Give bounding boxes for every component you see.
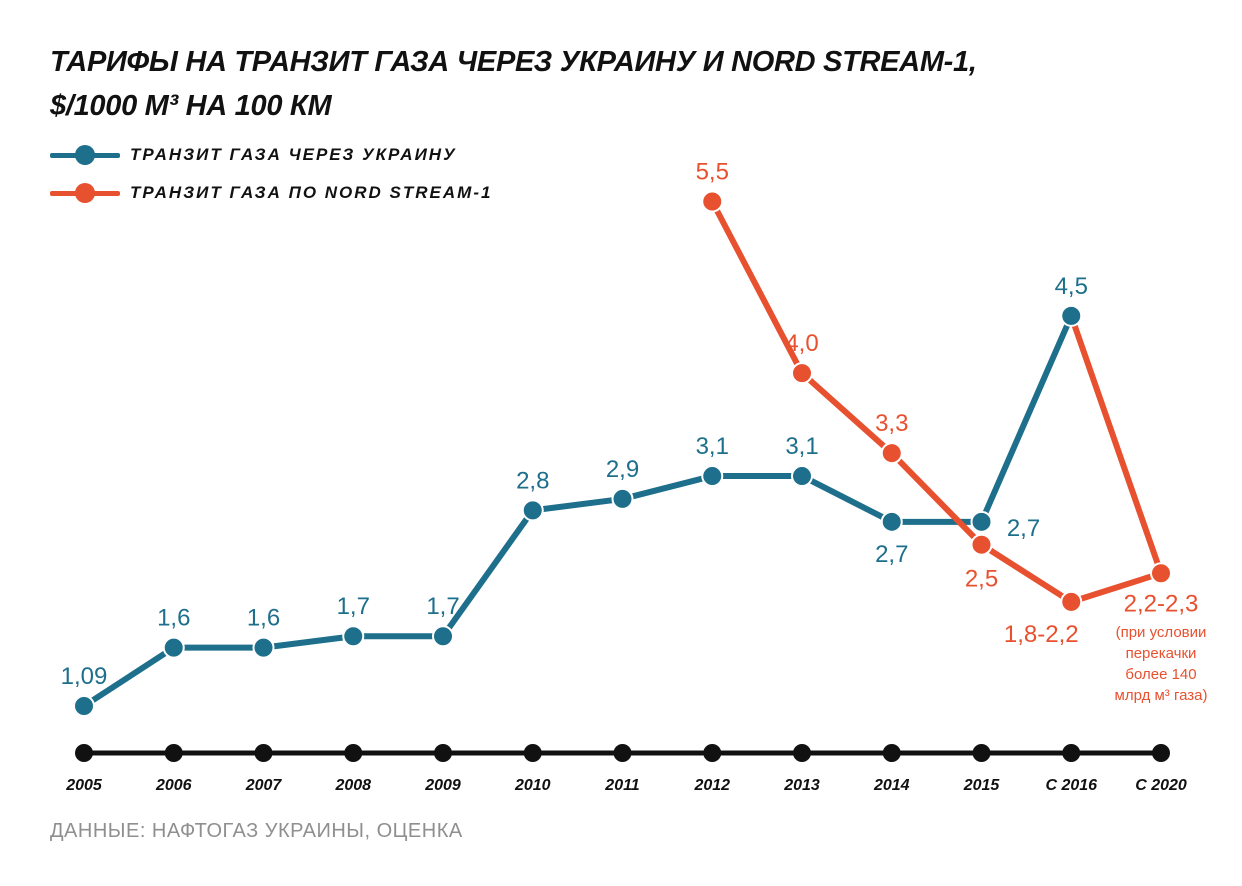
- x-axis-tick-label: 2009: [424, 777, 461, 794]
- chart-title-line-1: ТАРИФЫ НА ТРАНЗИТ ГАЗА ЧЕРЕЗ УКРАИНУ И N…: [50, 46, 977, 78]
- x-axis-tick-dot: [1152, 744, 1170, 762]
- x-axis-tick-dot: [344, 744, 363, 762]
- x-axis-tick-dot: [164, 744, 183, 762]
- data-label-ukraine: 3,1: [785, 433, 818, 460]
- data-label-nord-stream: 3,3: [875, 410, 908, 437]
- data-label-ukraine: 1,09: [61, 663, 108, 690]
- data-point-ukraine: [970, 510, 993, 533]
- annotation-line: млрд м³ газа): [1115, 687, 1208, 704]
- data-point-nord-stream: [791, 362, 813, 385]
- x-axis-tick-dot: [613, 744, 632, 762]
- data-point-ukraine: [1060, 304, 1083, 327]
- data-point-ukraine: [73, 695, 95, 717]
- annotation-line: (при условии: [1116, 624, 1207, 641]
- x-axis-tick-dot: [75, 744, 93, 762]
- x-axis-tick-dot: [1062, 744, 1081, 762]
- data-label-nord-stream: 2,5: [965, 566, 998, 593]
- source-note: ДАННЫЕ: НАФТОГАЗ УКРАИНЫ, ОЦЕНКА: [50, 820, 463, 842]
- x-axis-tick-dot: [523, 744, 542, 762]
- annotation-line: более 140: [1125, 666, 1196, 683]
- legend-swatch-ukraine: [50, 145, 120, 165]
- x-axis-tick-dot: [882, 744, 901, 762]
- data-label-nord-stream: 5,5: [696, 158, 729, 185]
- data-point-nord-stream: [880, 442, 903, 465]
- data-label-ukraine: 2,7: [1007, 515, 1040, 542]
- data-label-ukraine: 2,8: [516, 467, 549, 494]
- legend-dot-ukraine: [75, 145, 95, 165]
- data-label-ukraine: 1,6: [247, 605, 280, 632]
- x-axis-tick-dot: [703, 744, 722, 762]
- data-point-ukraine: [252, 636, 275, 659]
- x-axis-tick-label: 2014: [873, 777, 910, 794]
- data-label-nord-stream: 2,2-2,3: [1124, 590, 1199, 617]
- data-point-nord-stream: [1150, 562, 1172, 585]
- data-label-ukraine: 1,6: [157, 605, 190, 632]
- series-segment-nord-stream: [1068, 312, 1164, 577]
- legend-label-nord-stream: ТРАНЗИТ ГАЗА ПО NORD STREAM-1: [130, 183, 493, 202]
- data-label-ukraine: 1,7: [337, 593, 370, 620]
- x-axis-tick-label: 2006: [155, 777, 192, 794]
- chart-subtitle: $/1000 М³ НА 100 КМ: [50, 90, 332, 122]
- x-axis-tick-dot: [793, 744, 811, 762]
- x-axis-tick-label: С 2016: [1045, 777, 1097, 794]
- legend: ТРАНЗИТ ГАЗА ЧЕРЕЗ УКРАИНУ ТРАНЗИТ ГАЗА …: [50, 136, 492, 212]
- data-point-ukraine: [611, 487, 634, 510]
- data-point-ukraine: [432, 625, 454, 648]
- data-point-ukraine: [162, 636, 185, 659]
- x-axis-tick-label: С 2020: [1135, 777, 1187, 794]
- legend-label-ukraine: ТРАНЗИТ ГАЗА ЧЕРЕЗ УКРАИНУ: [130, 145, 457, 164]
- data-point-ukraine: [342, 625, 365, 648]
- x-axis-tick-label: 2011: [604, 777, 640, 794]
- data-point-nord-stream: [1060, 590, 1083, 613]
- data-point-nord-stream: [970, 533, 993, 556]
- x-axis-tick-label: 2012: [693, 777, 730, 794]
- data-label-ukraine: 1,7: [426, 593, 459, 620]
- legend-swatch-nord-stream: [50, 183, 120, 203]
- chart-title: ТАРИФЫ НА ТРАНЗИТ ГАЗА ЧЕРЕЗ УКРАИНУ И N…: [50, 40, 977, 128]
- data-label-ukraine: 2,9: [606, 456, 639, 483]
- x-axis-tick-label: 2010: [514, 777, 551, 794]
- data-point-ukraine: [701, 465, 724, 488]
- x-axis-tick-label: 2005: [65, 777, 103, 794]
- data-point-ukraine: [791, 465, 813, 488]
- x-axis-tick-dot: [972, 744, 991, 762]
- x-axis-tick-label: 2007: [245, 777, 283, 794]
- x-axis-tick-dot: [434, 744, 452, 762]
- series-line-nord-stream: [709, 198, 1164, 605]
- data-label-ukraine: 3,1: [696, 433, 729, 460]
- x-axis-tick-label: 2015: [963, 777, 1001, 794]
- x-axis-tick-label: 2013: [783, 777, 820, 794]
- data-point-ukraine: [521, 499, 544, 522]
- legend-item-nord-stream: ТРАНЗИТ ГАЗА ПО NORD STREAM-1: [50, 174, 492, 212]
- x-axis-tick-label: 2008: [334, 777, 371, 794]
- series-line-ukraine: [81, 312, 1075, 709]
- data-label-nord-stream: 4,0: [785, 330, 818, 357]
- data-label-ukraine: 4,5: [1055, 273, 1088, 300]
- x-axis-tick-dot: [254, 744, 273, 762]
- annotation-line: перекачки: [1126, 645, 1197, 662]
- legend-dot-nord-stream: [75, 183, 95, 203]
- data-label-ukraine: 2,7: [875, 541, 908, 568]
- data-label-nord-stream: 1,8-2,2: [1004, 621, 1079, 648]
- data-point-ukraine: [880, 510, 903, 533]
- legend-item-ukraine: ТРАНЗИТ ГАЗА ЧЕРЕЗ УКРАИНУ: [50, 136, 492, 174]
- data-point-nord-stream: [701, 190, 724, 213]
